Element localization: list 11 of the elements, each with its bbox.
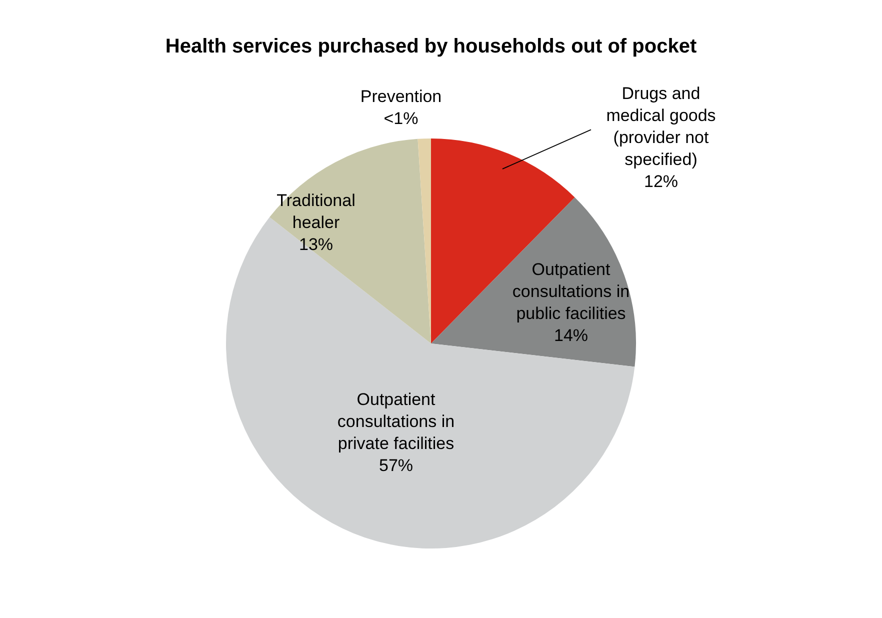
slice-label: Outpatient consultations in private facilities <box>337 390 455 454</box>
chart-title: Health services purchased by households out of pocket <box>165 36 697 58</box>
data-label: 13% <box>298 235 334 254</box>
slice-label: Traditional healer <box>276 191 356 232</box>
slice-label: Drugs and medical goods (provider not specified) <box>606 84 716 170</box>
slice-label: Outpatient consultations in public facilities <box>512 260 630 324</box>
data-label: 57% <box>378 456 414 476</box>
data-label: 12% <box>644 172 678 192</box>
data-label: <1% <box>384 109 418 128</box>
slice-label: Prevention <box>360 87 442 106</box>
data-label: 14% <box>554 326 588 346</box>
